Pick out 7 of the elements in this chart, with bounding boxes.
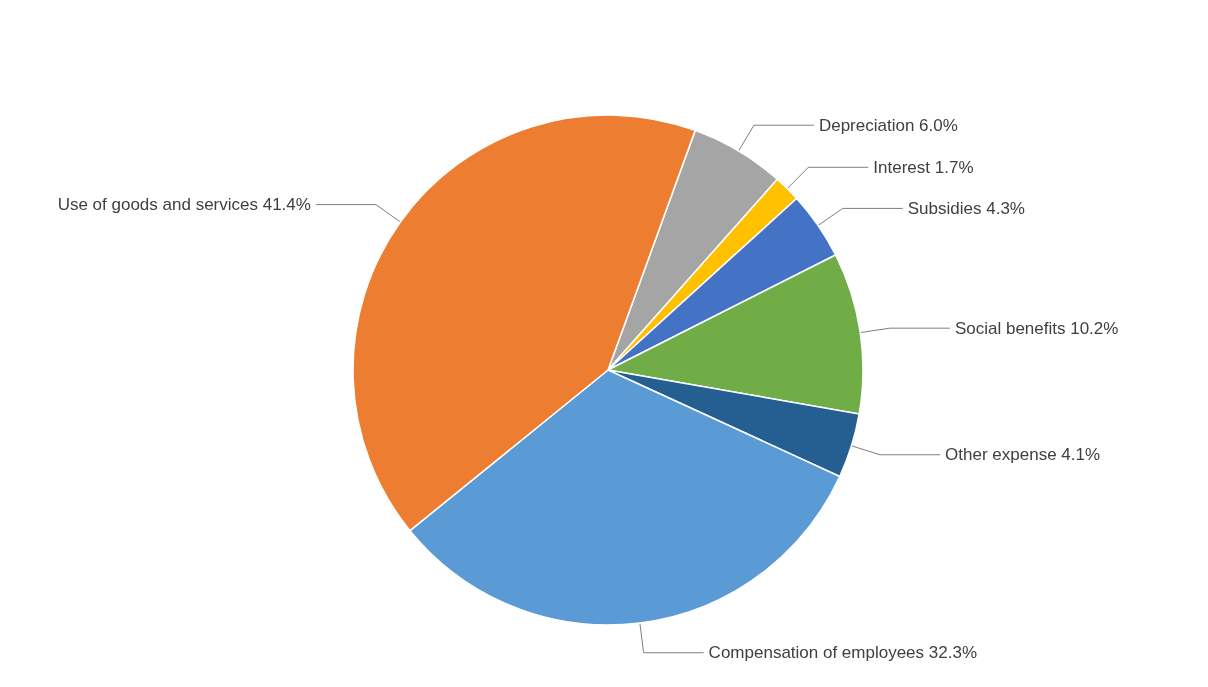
slice-label: Use of goods and services 41.4% xyxy=(57,195,311,215)
slice-label: Compensation of employees 32.3% xyxy=(708,643,978,663)
slice-label: Social benefits 10.2% xyxy=(954,318,1119,338)
slice-label: Other expense 4.1% xyxy=(945,445,1101,465)
slice-label: Interest 1.7% xyxy=(873,157,974,177)
slice-label: Subsidies 4.3% xyxy=(907,198,1025,218)
slice-label: Depreciation 6.0% xyxy=(818,115,958,135)
